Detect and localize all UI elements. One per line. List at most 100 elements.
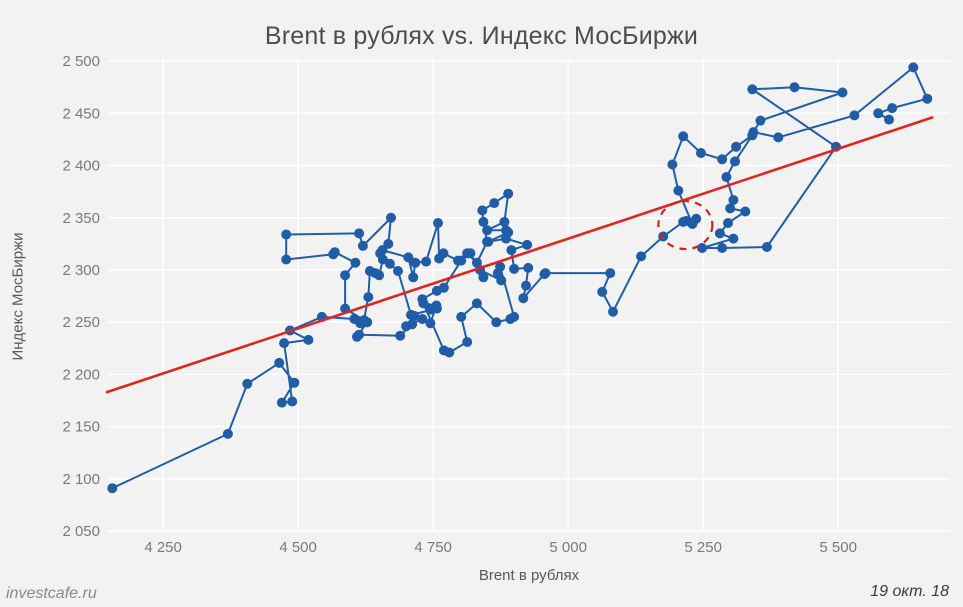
data-point bbox=[509, 311, 520, 322]
data-point bbox=[340, 270, 351, 281]
data-point bbox=[522, 239, 533, 250]
data-point bbox=[721, 172, 732, 182]
data-point bbox=[438, 248, 449, 259]
data-point bbox=[406, 309, 416, 320]
data-point bbox=[456, 311, 467, 322]
data-point bbox=[755, 115, 766, 126]
data-point bbox=[717, 154, 728, 165]
data-point bbox=[354, 329, 365, 340]
data-point bbox=[717, 243, 728, 253]
data-point bbox=[359, 315, 369, 326]
data-point bbox=[107, 483, 118, 494]
data-point bbox=[471, 257, 482, 268]
data-point bbox=[303, 334, 314, 345]
data-point bbox=[728, 233, 739, 244]
data-point bbox=[242, 378, 253, 389]
x-tick-label: 5 000 bbox=[549, 539, 587, 556]
data-point bbox=[477, 205, 488, 216]
data-point bbox=[523, 262, 534, 273]
data-point bbox=[393, 266, 403, 276]
data-point bbox=[281, 254, 292, 265]
data-point bbox=[922, 93, 933, 104]
y-tick-label: 2 100 bbox=[62, 471, 100, 488]
x-tick-label: 4 500 bbox=[279, 539, 317, 556]
data-point bbox=[350, 257, 361, 268]
data-point bbox=[887, 103, 898, 114]
data-point bbox=[386, 212, 396, 223]
y-tick-label: 2 050 bbox=[62, 523, 100, 540]
data-point bbox=[478, 216, 489, 227]
data-point bbox=[761, 242, 772, 252]
annotation-circle bbox=[657, 199, 714, 251]
x-tick-label: 4 750 bbox=[414, 539, 452, 556]
watermark-url: investcafe.ru bbox=[6, 585, 97, 602]
data-point bbox=[496, 275, 507, 286]
data-point bbox=[483, 236, 494, 247]
data-point bbox=[354, 228, 365, 239]
data-point bbox=[289, 377, 300, 388]
trend-line bbox=[105, 116, 934, 394]
data-point bbox=[723, 218, 733, 228]
data-point bbox=[403, 252, 414, 263]
data-point bbox=[509, 263, 520, 274]
data-point bbox=[506, 245, 517, 256]
data-point bbox=[462, 248, 473, 259]
data-point bbox=[597, 286, 608, 297]
y-tick-label: 2 150 bbox=[62, 419, 100, 436]
data-point bbox=[421, 256, 432, 267]
y-tick-label: 2 350 bbox=[62, 210, 100, 227]
data-point bbox=[740, 206, 751, 217]
data-point bbox=[417, 314, 428, 324]
data-point bbox=[377, 245, 388, 256]
y-tick-label: 2 250 bbox=[62, 314, 100, 331]
data-point bbox=[395, 330, 406, 341]
data-point bbox=[849, 110, 860, 121]
data-point bbox=[873, 108, 884, 119]
data-point bbox=[357, 240, 368, 251]
data-point bbox=[714, 228, 725, 239]
data-point bbox=[279, 338, 290, 349]
data-point bbox=[383, 238, 394, 249]
data-point bbox=[401, 321, 412, 332]
data-point bbox=[608, 306, 618, 317]
data-point bbox=[697, 243, 708, 253]
data-point bbox=[276, 397, 287, 408]
y-tick-label: 2 400 bbox=[62, 158, 100, 175]
data-point bbox=[730, 156, 740, 167]
data-point bbox=[908, 62, 919, 73]
data-point bbox=[687, 219, 698, 229]
data-point bbox=[425, 318, 436, 329]
data-point bbox=[408, 272, 419, 283]
x-tick-label: 4 250 bbox=[144, 539, 182, 556]
data-point bbox=[696, 148, 706, 158]
y-tick-label: 2 300 bbox=[62, 262, 100, 279]
data-point bbox=[410, 257, 421, 268]
data-point bbox=[453, 255, 463, 266]
data-point bbox=[837, 87, 848, 98]
data-point bbox=[605, 268, 616, 279]
data-point bbox=[281, 229, 292, 240]
data-point bbox=[540, 268, 551, 279]
data-point bbox=[491, 317, 502, 328]
data-point bbox=[287, 396, 298, 407]
data-point bbox=[725, 203, 736, 214]
data-point bbox=[471, 298, 482, 309]
data-point bbox=[636, 251, 647, 262]
data-point bbox=[482, 225, 493, 236]
data-point bbox=[521, 280, 531, 291]
x-axis-title: Brent в рублях bbox=[478, 567, 580, 584]
y-tick-label: 2 500 bbox=[62, 53, 100, 70]
chart-title: Brent в рублях vs. Индекс МосБиржи bbox=[264, 22, 699, 50]
data-point bbox=[431, 285, 442, 296]
data-point bbox=[773, 132, 784, 143]
data-point bbox=[748, 127, 759, 138]
data-point bbox=[363, 292, 374, 303]
data-point bbox=[222, 428, 233, 439]
data-point bbox=[728, 195, 739, 205]
data-point bbox=[501, 233, 511, 244]
data-point bbox=[478, 272, 489, 283]
data-point bbox=[489, 198, 500, 209]
data-point bbox=[499, 216, 510, 227]
